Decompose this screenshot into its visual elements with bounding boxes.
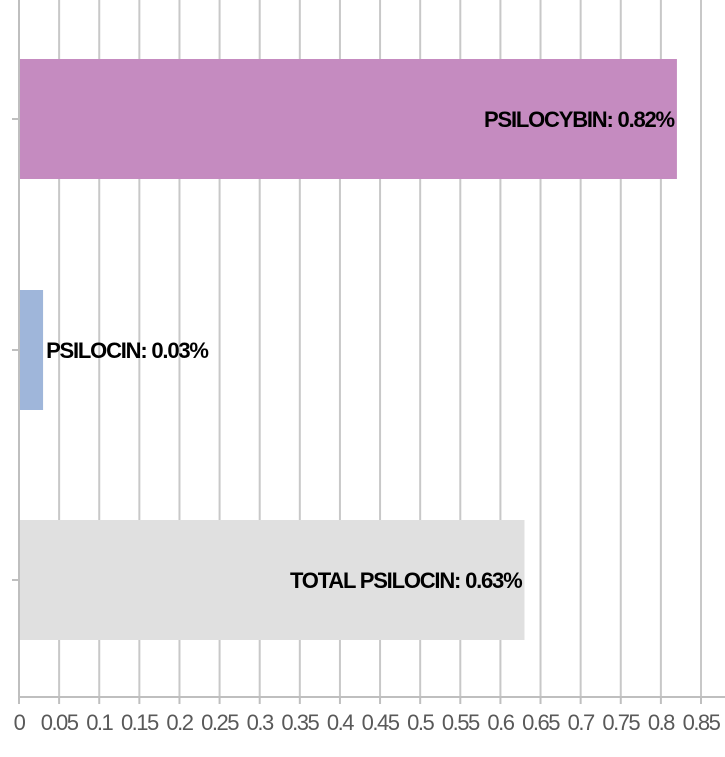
data-label: TOTAL PSILOCIN: 0.63% [290,568,522,593]
data-label: PSILOCIN: 0.03% [46,338,208,363]
x-tick-label: 0.7 [568,710,595,735]
x-tick-label: 0.85 [683,710,721,735]
x-tick-label: 0.55 [442,710,480,735]
x-tick-labels: 0 0.05 0.1 0.15 0.2 0.25 0.3 0.35 0.4 0.45 0.5 0.55… [14,710,723,735]
x-tick-label: 0.4 [327,710,354,735]
bar-psilocybin [19,59,677,179]
axes [12,0,725,704]
x-tick-label: 0.1 [86,710,113,735]
x-tick-label: 0.6 [487,710,514,735]
x-tick-label: 0.45 [362,710,400,735]
bars [19,59,677,640]
data-labels: PSILOCYBIN: 0.82% PSILOCIN: 0.03% TOTAL PS… [46,107,676,593]
x-tick-label: 0.05 [41,710,79,735]
x-tick-label: 0.35 [281,710,319,735]
x-tick-label: 0.15 [121,710,159,735]
x-tick-label: 0.25 [201,710,239,735]
x-tick-label: 0.8 [648,710,675,735]
data-label: PSILOCYBIN: 0.82% [484,107,675,132]
bar-psilocin [19,290,44,410]
x-tick-label: 0.2 [166,710,193,735]
bar-total-psilocin [19,520,525,640]
x-tick-label: 0 [14,710,26,735]
x-tick-label: 0.5 [407,710,434,735]
x-tick-label: 0.75 [602,710,640,735]
x-tick-label: 0.65 [522,710,560,735]
x-tick-label: 0.3 [247,710,274,735]
